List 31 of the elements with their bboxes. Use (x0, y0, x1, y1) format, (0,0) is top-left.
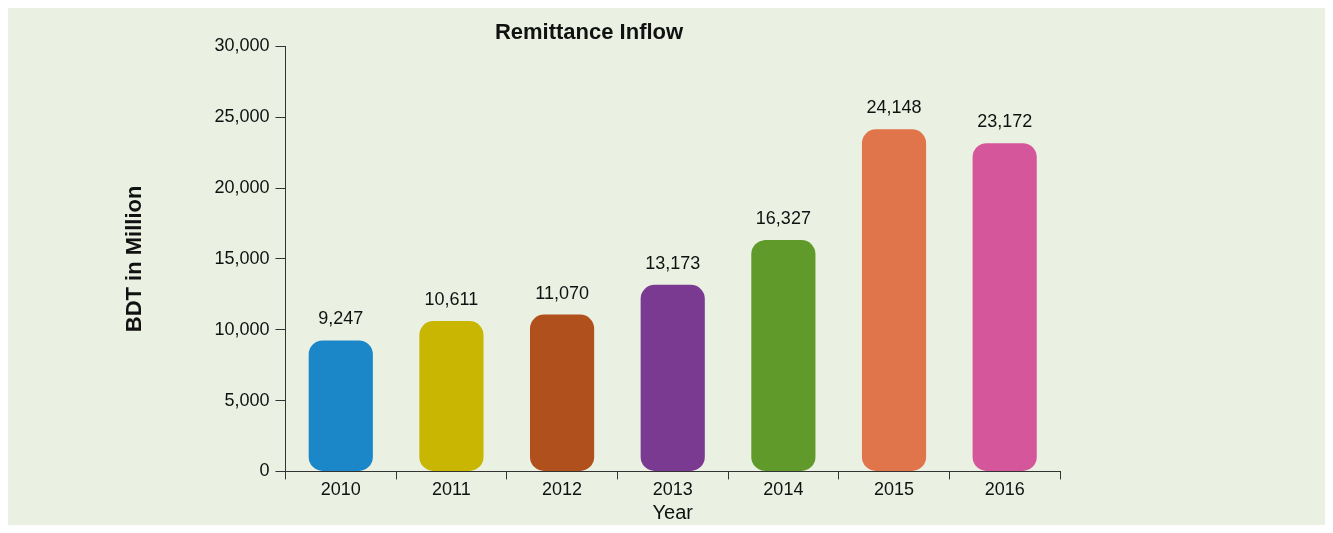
data-label: 9,247 (318, 308, 364, 329)
data-label: 11,070 (535, 282, 589, 303)
y-tick-label: 20,000 (214, 177, 270, 198)
x-tick-label: 2012 (542, 479, 583, 500)
x-tick-label: 2013 (652, 479, 693, 500)
x-tick-label: 2010 (320, 479, 361, 500)
data-label: 23,172 (977, 111, 1033, 132)
x-tick-label: 2015 (874, 479, 915, 500)
bar (308, 340, 373, 471)
bar (972, 143, 1037, 471)
x-tick-label: 2011 (432, 479, 471, 500)
bar (751, 240, 816, 471)
data-label: 13,173 (645, 252, 701, 273)
bar (861, 129, 927, 471)
y-axis-title: BDT in Million (121, 185, 147, 333)
x-axis-title: Year (652, 500, 694, 523)
x-tick-label: 2014 (763, 479, 804, 500)
x-tick-label: 2016 (984, 479, 1025, 500)
data-label: 16,327 (755, 208, 811, 229)
bar (529, 314, 595, 471)
chart-title: Remittance Inflow (494, 19, 685, 45)
y-tick-label: 15,000 (214, 247, 270, 268)
y-tick-label: 5,000 (224, 389, 270, 410)
data-label: 24,148 (866, 97, 922, 118)
y-tick-label: 25,000 (214, 106, 270, 127)
y-tick-label: 10,000 (214, 318, 270, 339)
y-tick-label: 30,000 (214, 35, 270, 56)
bar (640, 284, 705, 471)
bar (419, 321, 484, 471)
data-label: 10,611 (424, 289, 479, 310)
y-tick-label: 0 (259, 460, 270, 481)
